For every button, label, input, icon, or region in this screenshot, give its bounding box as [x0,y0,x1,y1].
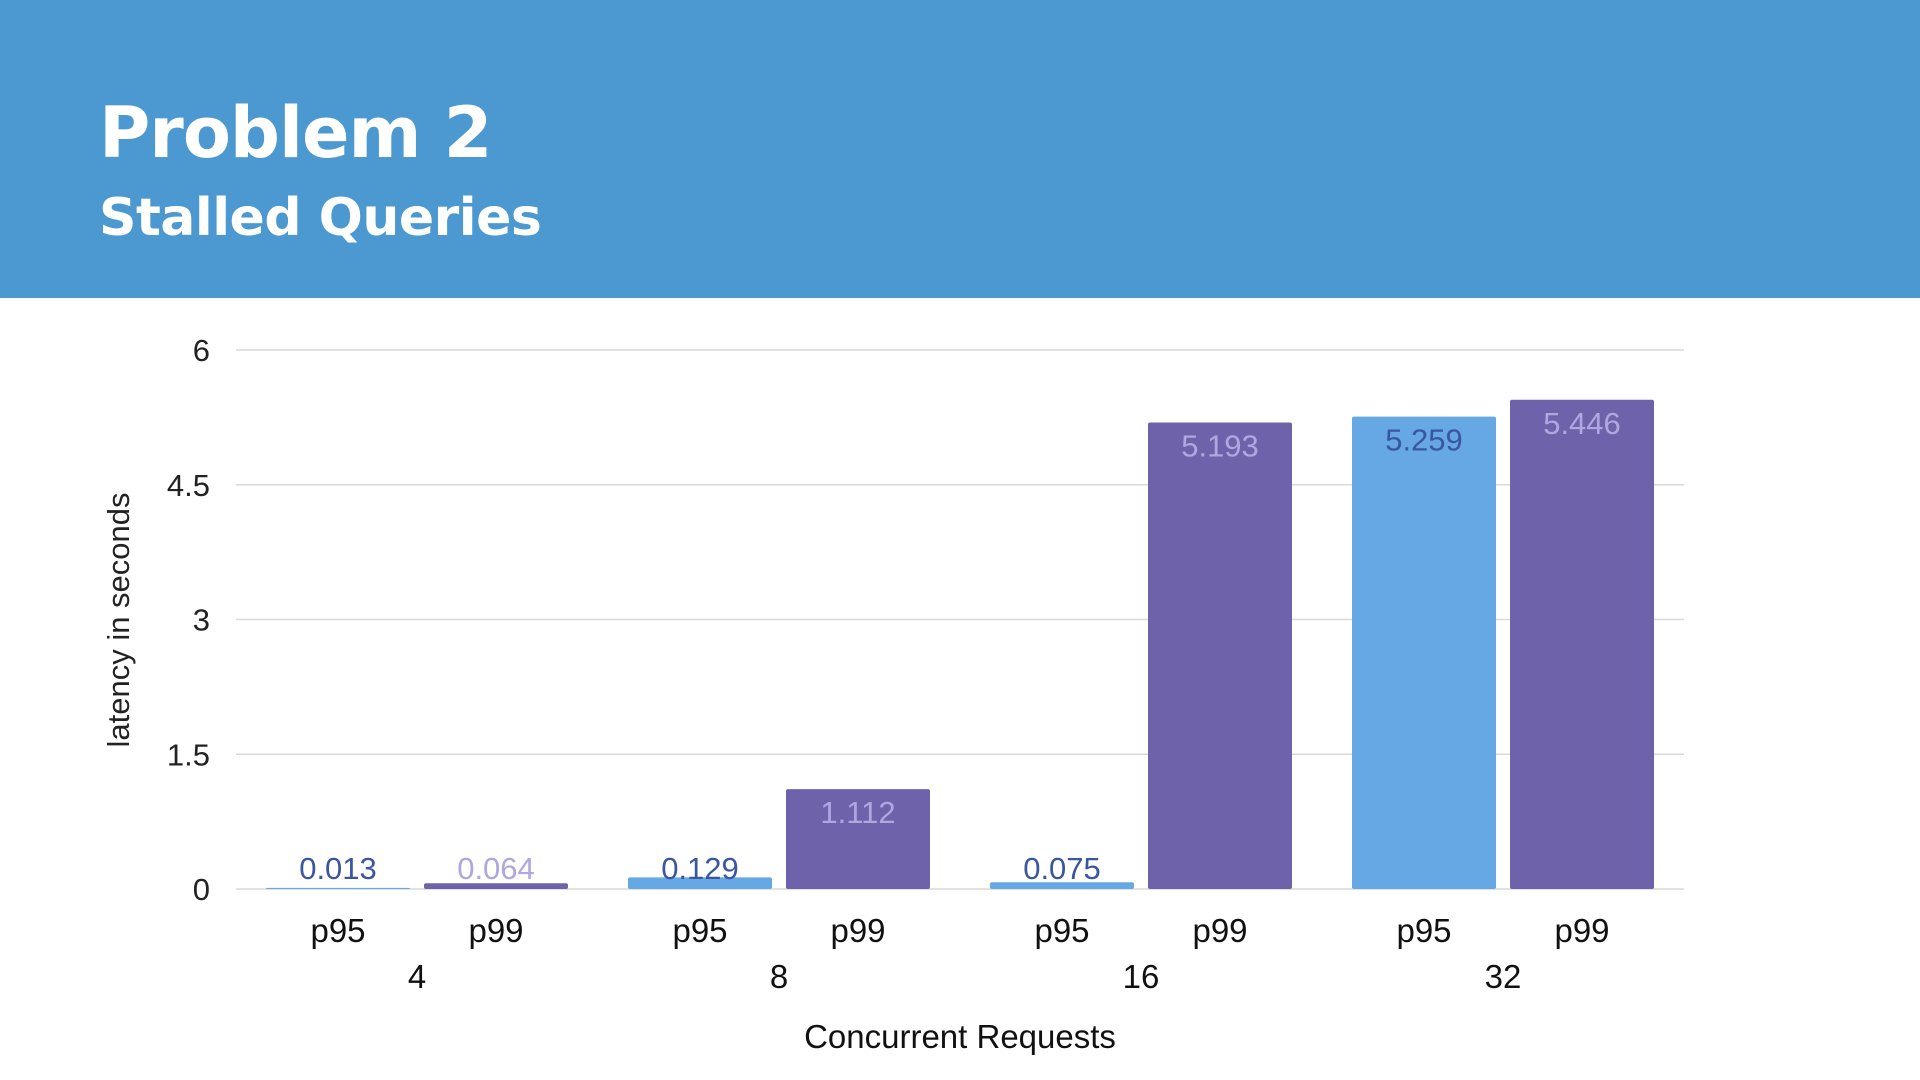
data-label: 5.193 [1181,428,1259,463]
bar-p95-8 [628,877,772,889]
bar-p95-4 [266,887,410,889]
series-tick-label: p99 [1192,912,1247,949]
data-label: 0.013 [299,851,377,886]
bar-p95-32 [1352,416,1496,889]
category-tick-label: 32 [1485,958,1522,995]
y-tick-label: 1.5 [167,737,210,772]
data-label: 1.112 [820,795,895,830]
y-tick-label: 6 [193,333,210,368]
series-tick-label: p99 [1554,912,1609,949]
category-tick-label: 8 [770,958,788,995]
y-tick-label: 0 [193,872,210,907]
series-tick-label: p99 [468,912,523,949]
bar-p99-8 [786,789,930,889]
bar-p95-16 [990,882,1134,889]
bar-p99-32 [1510,399,1654,889]
slide-title: Problem 2 [99,92,493,174]
slide-header: Problem 2 Stalled Queries [0,0,1920,298]
data-label: 0.075 [1023,851,1101,886]
bar-p99-16 [1148,422,1292,889]
series-tick-label: p95 [1034,912,1089,949]
bar-p99-4 [424,883,568,889]
data-label: 0.064 [457,851,535,886]
data-label: 0.129 [661,851,739,886]
category-tick-label: 16 [1123,958,1160,995]
y-tick-label: 4.5 [167,468,210,503]
series-tick-label: p95 [1396,912,1451,949]
slide-subtitle: Stalled Queries [99,188,542,248]
data-label: 5.446 [1543,406,1621,441]
data-label: 5.259 [1385,423,1463,458]
series-tick-label: p95 [310,912,365,949]
x-axis-label: Concurrent Requests [804,1018,1116,1055]
y-tick-label: 3 [193,603,210,638]
series-tick-label: p99 [830,912,885,949]
category-tick-label: 4 [408,958,426,995]
y-axis-label: latency in seconds [101,492,136,747]
series-tick-label: p95 [672,912,727,949]
